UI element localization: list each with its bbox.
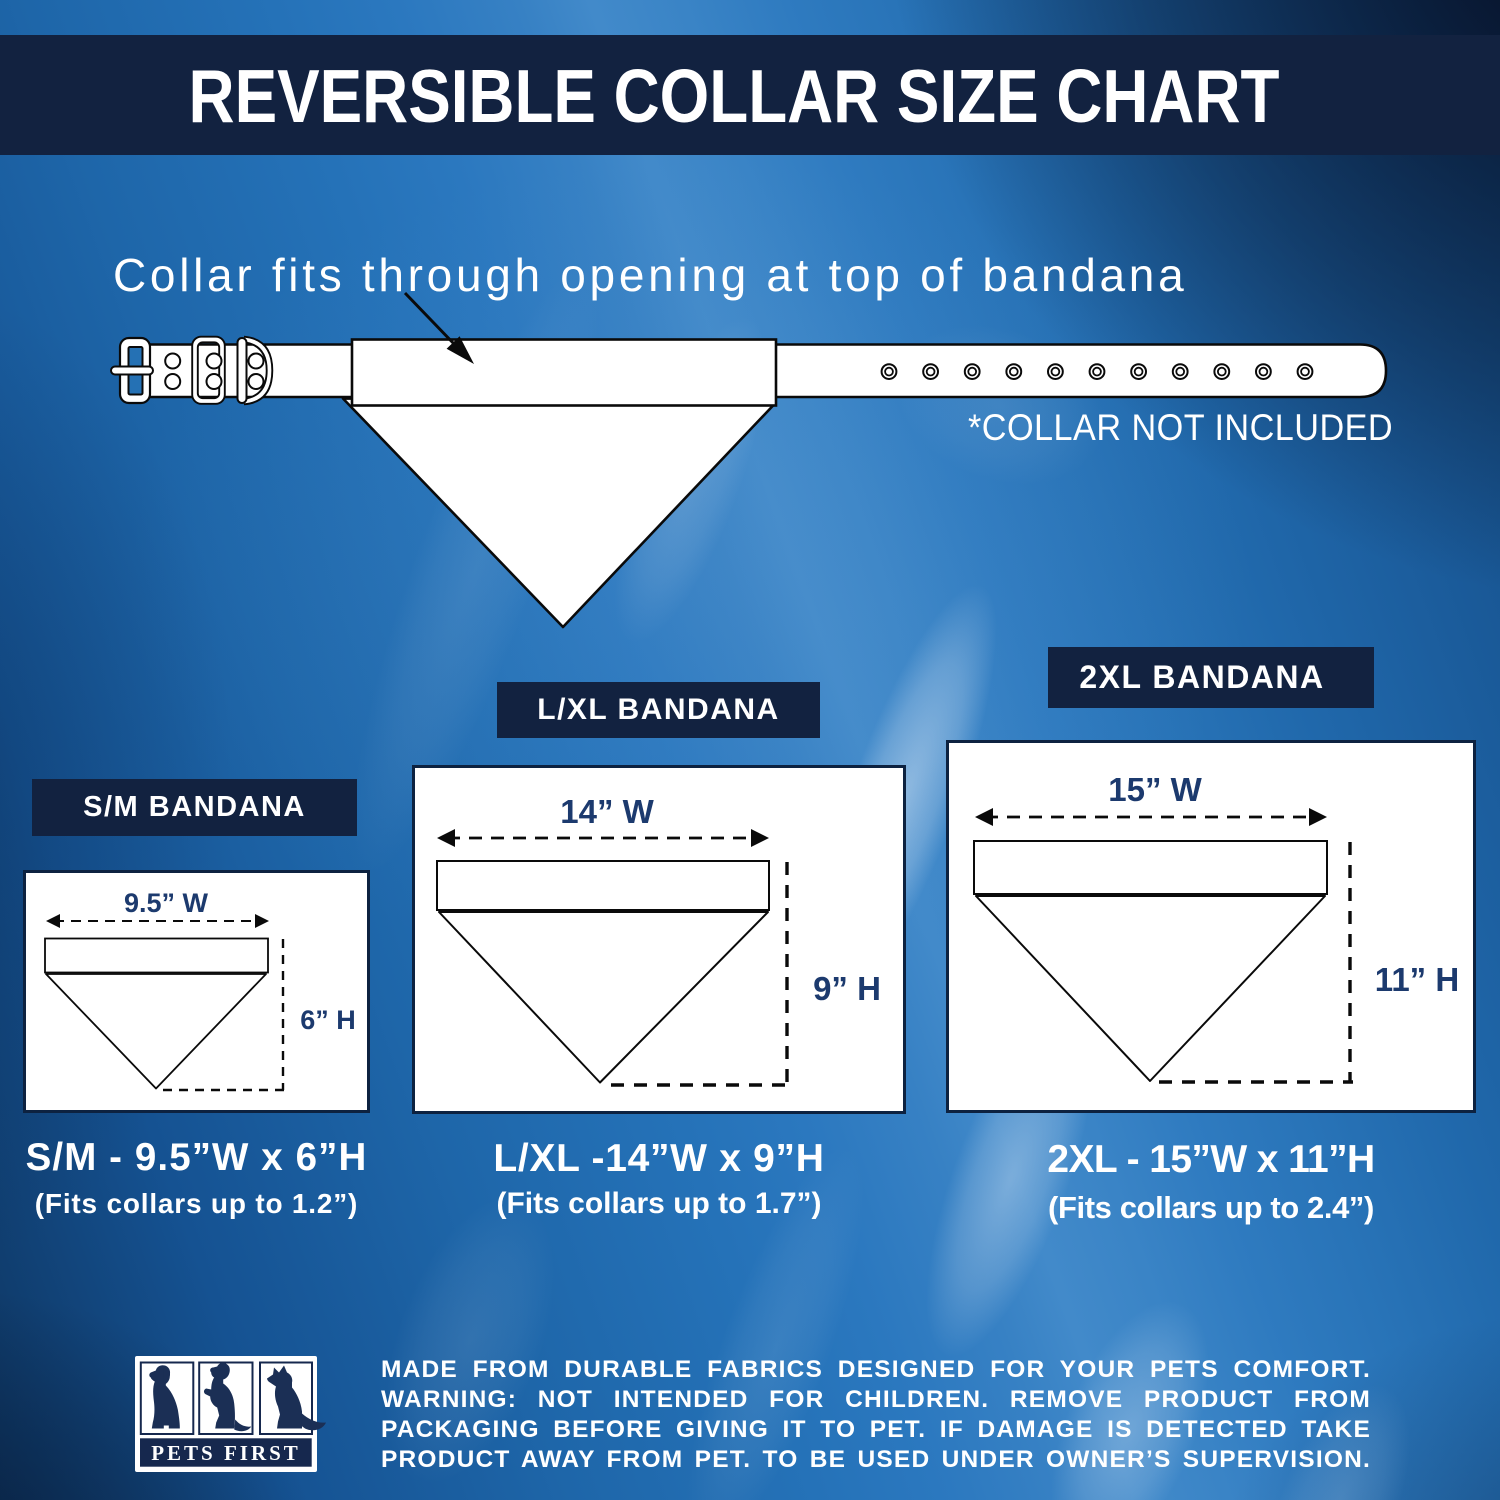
svg-text:14” W: 14” W [560,793,654,830]
svg-text:9.5” W: 9.5” W [124,888,209,918]
svg-text:11” H: 11” H [1375,961,1459,998]
svg-text:6” H: 6” H [300,1005,356,1035]
svg-text:9” H: 9” H [813,970,881,1007]
svg-text:15” W: 15” W [1108,771,1202,808]
svg-text:PETS FIRST: PETS FIRST [151,1441,301,1465]
